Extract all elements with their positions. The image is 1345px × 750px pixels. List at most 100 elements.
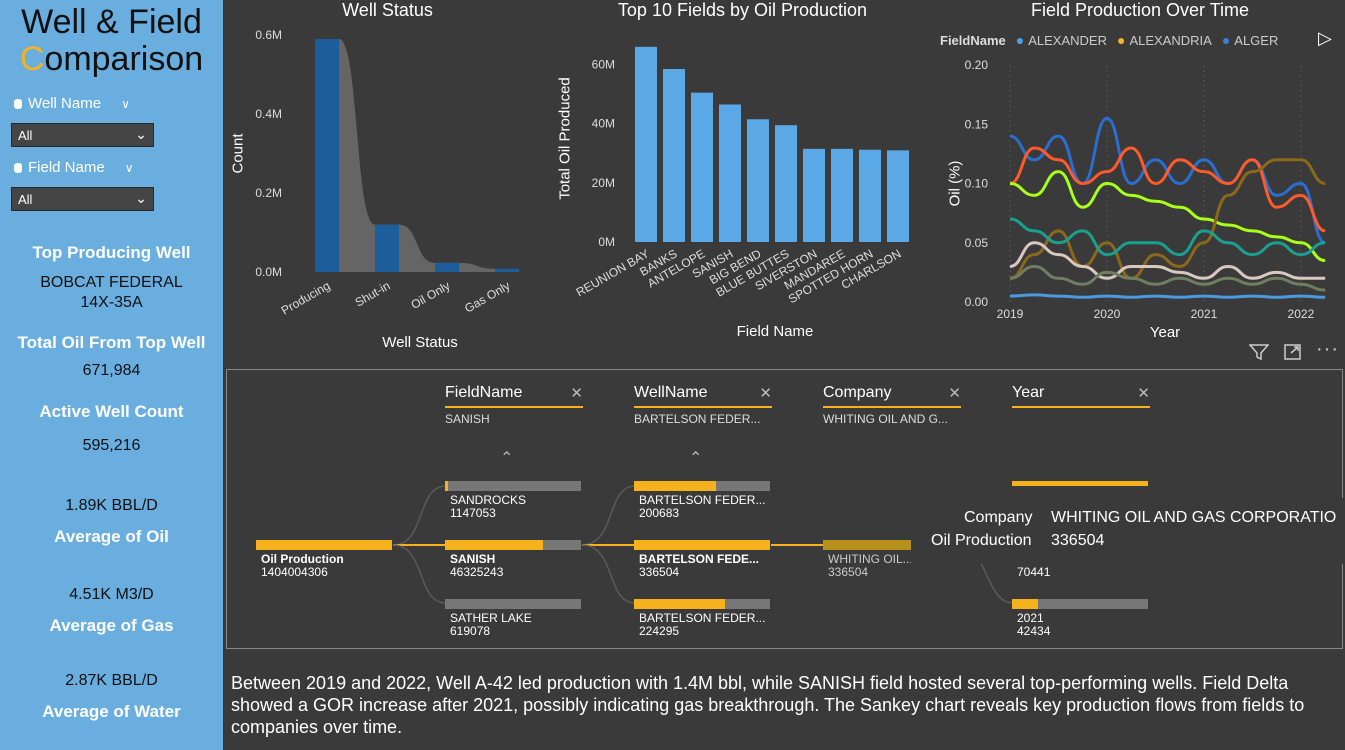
active-wells-title: Active Well Count — [39, 402, 184, 421]
legend-dot-icon: ● — [1116, 32, 1126, 48]
column-selected-value: SANISH — [445, 412, 490, 426]
legend-item-alexander[interactable]: ALEXANDER — [1028, 32, 1107, 48]
x-tick-label: Gas Only — [462, 278, 512, 315]
y-tick-label: 20M — [592, 176, 615, 190]
node-value: 224295 — [639, 624, 680, 638]
chevron-down-icon[interactable]: ∨ — [124, 160, 134, 175]
x-tick-label: 2021 — [1191, 307, 1218, 321]
slicer-cylinder-icon — [14, 162, 22, 173]
well-name-dropdown[interactable]: All ⌄ — [11, 123, 154, 147]
tree-node-well[interactable]: BARTELSON FEDER... 200683 — [634, 481, 770, 520]
y-tick-label: 0.0M — [255, 265, 282, 279]
node-value: 1147053 — [450, 506, 496, 520]
year-node-bar-top[interactable] — [1012, 481, 1148, 486]
node-value: 46325243 — [450, 565, 504, 579]
narrative-text: Between 2019 and 2022, Well A-42 led pro… — [231, 673, 1305, 737]
production-time-chart[interactable]: 0.00 0.05 0.10 0.15 0.20 2019 2020 2021 2022 — [955, 52, 1335, 342]
column-header-label: Year — [1012, 384, 1045, 401]
column-header-wellname[interactable]: WellName ✕ BARTELSON FEDER... — [634, 384, 772, 426]
field-name-dropdown-value: All — [18, 192, 33, 207]
status-bar — [435, 262, 459, 272]
node-value: 336504 — [828, 565, 869, 579]
avg-gas-value: 4.51K M3/D — [69, 586, 154, 603]
year-node-value-partial: 70441 — [1017, 565, 1051, 579]
x-tick-label: 2019 — [997, 307, 1024, 321]
close-icon[interactable]: ✕ — [1137, 385, 1150, 402]
y-tick-label: 0.05 — [965, 236, 989, 250]
node-value: 200683 — [639, 506, 680, 520]
scroll-up-chevron-icon[interactable]: ⌃ — [500, 450, 514, 467]
well-name-slicer-header[interactable]: Well Name ∨ — [14, 95, 130, 112]
status-bar — [375, 224, 399, 272]
field-bar — [663, 69, 685, 242]
node-value: 336504 — [639, 565, 680, 579]
field-bar — [635, 46, 657, 243]
top-well-value-line2: 14X-35A — [80, 294, 143, 311]
avg-water-value: 2.87K BBL/D — [65, 672, 158, 689]
legend-dot-icon: ● — [1015, 32, 1025, 48]
x-tick-label: 2022 — [1288, 307, 1315, 321]
focus-mode-icon[interactable] — [1283, 343, 1303, 361]
avg-gas-title: Average of Gas — [49, 616, 174, 635]
legend-item-alger[interactable]: ALGER — [1234, 32, 1279, 48]
series-line — [1009, 146, 1326, 233]
node-label: BARTELSON FEDER... — [639, 494, 766, 507]
column-header-label: Company — [823, 384, 892, 401]
close-icon[interactable]: ✕ — [570, 385, 583, 402]
node-value: 619078 — [450, 624, 491, 638]
tree-node-company[interactable]: WHITING OIL... 336504 — [823, 540, 911, 579]
more-options-icon[interactable]: ··· — [1316, 338, 1339, 360]
well-status-chart[interactable]: 0.0M 0.2M 0.4M 0.6M Producing Shut-in Oil Only… — [240, 20, 560, 350]
tree-node-well[interactable]: BARTELSON FEDER... 224295 — [634, 599, 770, 638]
field-bar — [719, 104, 741, 242]
dropdown-arrow-icon: ⌄ — [135, 190, 147, 206]
tree-node-well-selected[interactable]: BARTELSON FEDE... 336504 — [634, 540, 770, 579]
column-header-year[interactable]: Year ✕ — [1012, 384, 1150, 412]
y-tick-label: 60M — [592, 58, 615, 72]
total-oil-title: Total Oil From Top Well — [17, 333, 206, 352]
field-bar — [803, 148, 825, 242]
close-icon[interactable]: ✕ — [948, 385, 961, 402]
report-title-line2: Comparison — [0, 40, 223, 78]
close-icon[interactable]: ✕ — [759, 385, 772, 402]
legend-next-arrow-icon[interactable]: ▷ — [1318, 28, 1332, 48]
well-name-slicer-label: Well Name — [28, 95, 102, 112]
node-label: BARTELSON FEDE... — [639, 553, 760, 566]
field-name-slicer-label: Field Name — [28, 159, 105, 176]
well-name-dropdown-value: All — [18, 128, 33, 143]
status-bar — [315, 38, 339, 273]
legend-dot-icon: ● — [1221, 32, 1231, 48]
production-time-x-axis-label: Year — [1149, 324, 1181, 341]
y-tick-label: 0.00 — [965, 295, 989, 309]
x-tick-label: 2020 — [1094, 307, 1121, 321]
filter-icon[interactable] — [1249, 343, 1269, 361]
production-time-legend: FieldName ● ALEXANDER ● ALEXANDRIA ● ALGER — [940, 32, 1278, 48]
column-header-company[interactable]: Company ✕ WHITING OIL AND G... — [823, 384, 961, 426]
tree-node-field[interactable]: SANDROCKS 1147053 — [445, 481, 581, 520]
title-accent-letter: C — [19, 40, 45, 78]
node-label: Oil Production — [261, 553, 344, 566]
tooltip-key: Company — [964, 509, 1033, 526]
scroll-up-chevron-icon[interactable]: ⌃ — [689, 450, 703, 467]
field-name-slicer-header[interactable]: Field Name ∨ — [14, 159, 134, 176]
legend-item-alexandria[interactable]: ALEXANDRIA — [1129, 32, 1212, 48]
tree-node-field[interactable]: SATHER LAKE 619078 — [445, 599, 581, 638]
tree-node-year[interactable]: 2021 42434 — [1012, 599, 1148, 638]
field-bar — [887, 150, 909, 242]
tree-node-root[interactable]: Oil Production 1404004306 — [256, 540, 392, 579]
chevron-down-icon[interactable]: ∨ — [121, 96, 130, 111]
title-line2-rest: omparison — [44, 40, 204, 78]
y-tick-label: 40M — [592, 117, 615, 131]
avg-oil-title: Average of Oil — [54, 527, 169, 546]
status-ribbon-area — [315, 38, 519, 273]
slicer-cylinder-icon — [14, 98, 22, 109]
field-name-dropdown[interactable]: All ⌄ — [11, 187, 154, 211]
node-label: 2021 — [1017, 612, 1044, 625]
production-time-chart-title: Field Production Over Time — [1030, 0, 1250, 20]
column-header-fieldname[interactable]: FieldName ✕ SANISH — [445, 384, 583, 426]
avg-water-title: Average of Water — [42, 702, 181, 721]
column-header-label: FieldName — [445, 384, 523, 401]
field-bar — [859, 149, 881, 242]
tree-node-field-selected[interactable]: SANISH 46325243 — [445, 540, 581, 579]
